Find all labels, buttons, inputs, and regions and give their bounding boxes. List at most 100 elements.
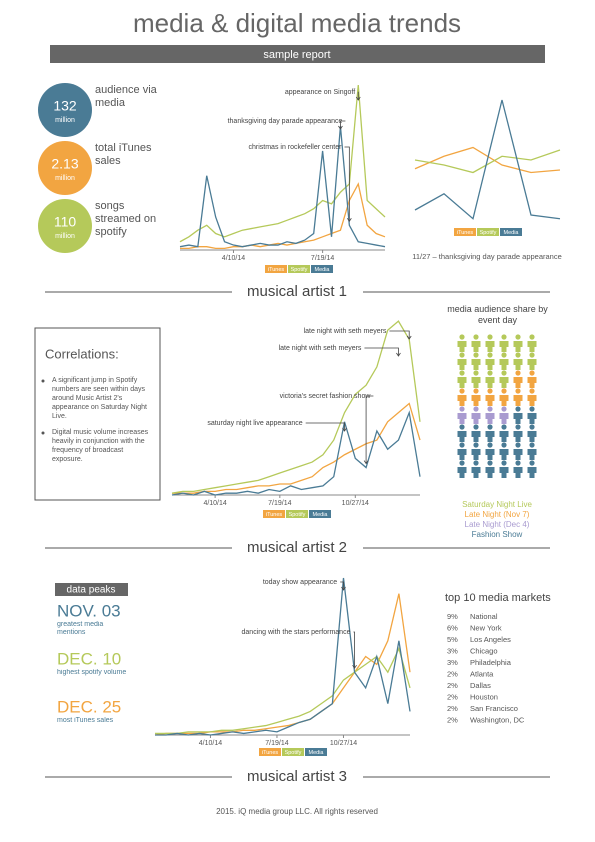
stat-circle xyxy=(38,83,92,137)
legend-swatch xyxy=(282,748,304,756)
subtitle: sample report xyxy=(263,49,330,61)
person-icon xyxy=(457,406,467,424)
icon-head xyxy=(459,352,465,358)
peak-date: DEC. 25 xyxy=(57,697,121,716)
legend-swatch xyxy=(500,228,522,236)
icon-body xyxy=(499,449,509,460)
person-icon xyxy=(527,388,537,406)
legend-swatch xyxy=(259,748,281,756)
x-tick-label: 4/10/14 xyxy=(203,500,226,507)
stat-number: 110 xyxy=(54,214,77,230)
arrow-head xyxy=(355,96,361,101)
annotation: late night with seth meyers xyxy=(304,328,387,335)
annotation: christmas in rockefeller center xyxy=(249,144,343,151)
person-icon xyxy=(513,352,523,370)
person-icon xyxy=(471,406,481,424)
icon-body xyxy=(513,377,523,388)
icon-head xyxy=(501,424,507,430)
person-icon xyxy=(471,352,481,370)
legend-swatch xyxy=(454,228,476,236)
section-title: musical artist 2 xyxy=(247,539,347,556)
icon-head xyxy=(515,388,521,394)
legend-label: iTunes xyxy=(457,230,474,236)
correlation-bullet: Digital music volume increases heavily i… xyxy=(52,429,149,463)
annotation-arrow xyxy=(365,395,374,464)
icon-head xyxy=(487,352,493,358)
person-icon xyxy=(471,424,481,442)
icon-head xyxy=(515,460,521,466)
icon-body xyxy=(513,359,523,370)
arrow-head xyxy=(363,460,369,465)
person-icon xyxy=(457,424,467,442)
legend-label: Spotify xyxy=(285,750,302,756)
legend-swatch xyxy=(263,510,285,518)
stat-label: songs streamed on spotify xyxy=(95,200,157,238)
stat-unit: million xyxy=(55,233,75,240)
stat-label: audience via media xyxy=(95,84,157,109)
peak-label: greatest media mentions xyxy=(57,621,104,636)
person-icon xyxy=(499,406,509,424)
chart-caption: 11/27 – thanksgiving day parade appearan… xyxy=(412,252,562,261)
series-line xyxy=(179,126,386,248)
icon-body xyxy=(457,377,467,388)
annotation-arrow xyxy=(364,347,399,356)
icon-head xyxy=(501,442,507,448)
icon-body xyxy=(513,341,523,352)
annotation-arrow xyxy=(340,581,344,590)
person-icon xyxy=(471,442,481,460)
icon-body xyxy=(513,467,523,478)
icon-body xyxy=(499,467,509,478)
peak-label-box: greatest media mentions xyxy=(57,621,104,636)
icon-head xyxy=(459,460,465,466)
market-share: 5% xyxy=(447,635,458,644)
arrow-head xyxy=(352,664,357,669)
stat-circle xyxy=(38,199,92,253)
person-icon xyxy=(471,388,481,406)
icon-body xyxy=(485,467,495,478)
person-icon xyxy=(513,370,523,388)
icon-body xyxy=(485,359,495,370)
audience-legend: Saturday Night Live xyxy=(462,500,532,509)
annotation: appearance on Singoff xyxy=(285,89,355,96)
market-share: 3% xyxy=(447,646,458,655)
legend-label: Media xyxy=(309,750,325,756)
icon-body xyxy=(471,341,481,352)
icon-body xyxy=(499,359,509,370)
person-icon xyxy=(471,460,481,478)
icon-body xyxy=(527,395,537,406)
arrow-head xyxy=(406,335,412,340)
person-icon xyxy=(527,406,537,424)
icon-head xyxy=(459,388,465,394)
icon-body xyxy=(457,431,467,442)
icon-body xyxy=(527,431,537,442)
series-line xyxy=(155,577,411,736)
arrow-head xyxy=(341,586,346,591)
x-tick-label: 4/10/14 xyxy=(199,740,222,747)
market-share: 2% xyxy=(447,704,458,713)
peak-label-box: most iTunes sales xyxy=(57,717,113,724)
market-name: Houston xyxy=(470,692,498,701)
icon-head xyxy=(529,334,535,340)
icon-head xyxy=(501,406,507,412)
person-icon xyxy=(513,388,523,406)
icon-body xyxy=(471,467,481,478)
stat-label-box: audience via media xyxy=(95,84,157,109)
icon-head xyxy=(487,460,493,466)
annotation: dancing with the stars performance xyxy=(242,629,351,636)
stat-number: 132 xyxy=(53,98,77,114)
series-line xyxy=(154,593,411,736)
icon-head xyxy=(529,406,535,412)
section-title: musical artist 1 xyxy=(247,283,347,300)
icon-body xyxy=(485,341,495,352)
legend-label: Media xyxy=(504,230,520,236)
stat-unit: million xyxy=(55,117,75,124)
icon-body xyxy=(471,431,481,442)
market-name: Washington, DC xyxy=(470,715,525,724)
person-icon xyxy=(485,442,495,460)
person-icon xyxy=(471,370,481,388)
person-icon xyxy=(527,334,537,352)
person-icon xyxy=(457,370,467,388)
legend-swatch xyxy=(311,265,333,273)
series-line xyxy=(172,402,421,494)
